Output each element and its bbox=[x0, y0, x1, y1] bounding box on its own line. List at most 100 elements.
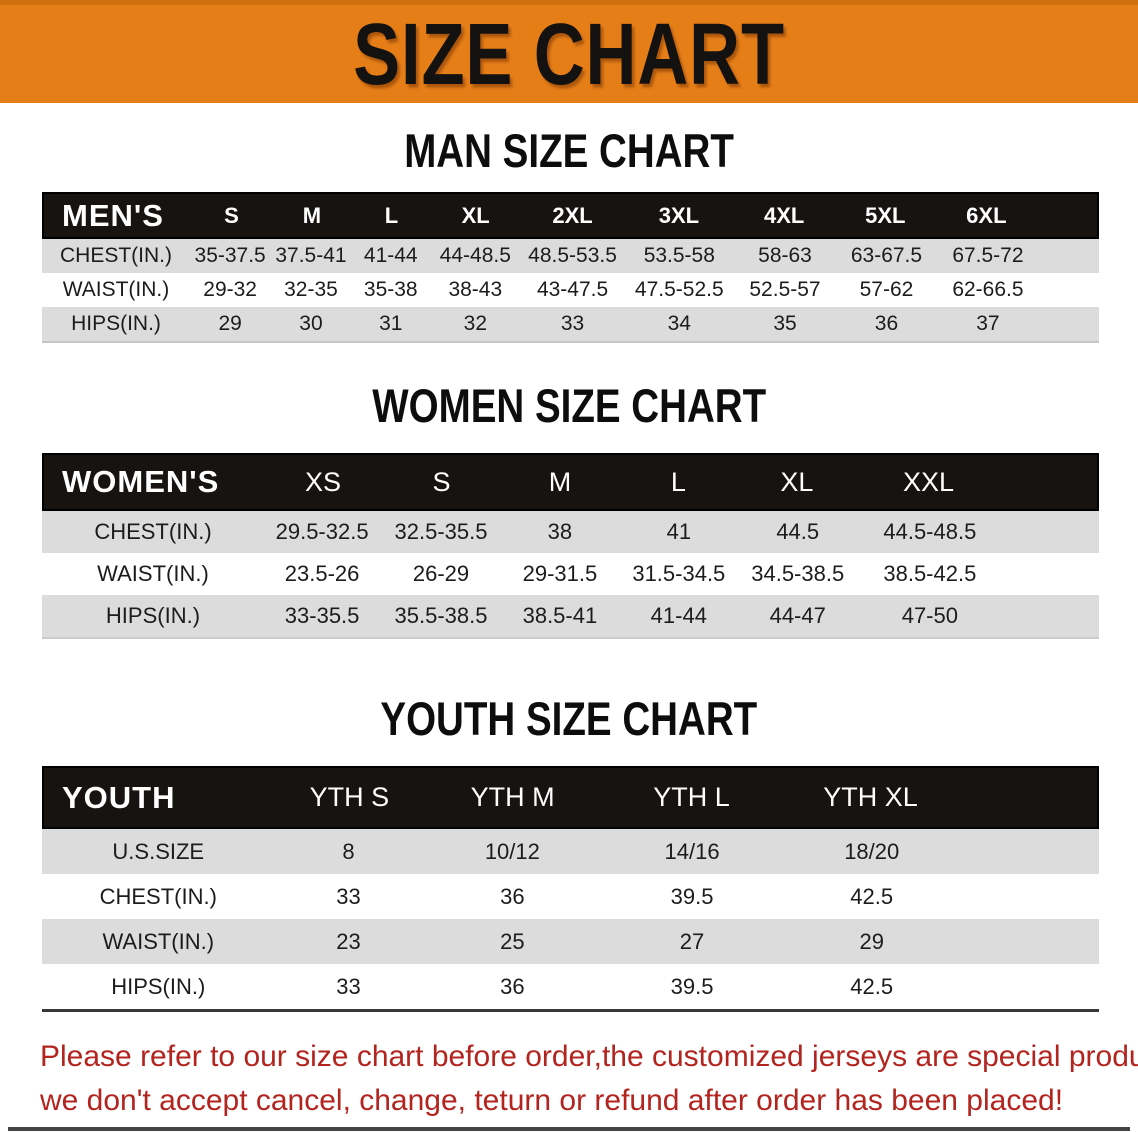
mens-size-col-3xl: 3XL bbox=[658, 202, 700, 228]
mens-size-table: MEN'S S M L XL 2XL 3XL 4XL 5XL 6XL CHEST(IN.) 35-37… bbox=[42, 192, 1099, 343]
cell-value: 44-47 bbox=[769, 603, 826, 628]
mens-row-chest-in.-: CHEST(IN.) 35-37.5 37.5-41 41-44 44-48.5 48.5… bbox=[42, 239, 1099, 273]
cell-value: 39.5 bbox=[670, 973, 714, 999]
cell-value: 38.5-41 bbox=[522, 603, 598, 628]
youth-size-table: YOUTH YTH S YTH M YTH L YTH XL U.S.SIZE 8 10/12… bbox=[42, 766, 1099, 1012]
disclaimer-line-1: Please refer to our size chart before or… bbox=[40, 1040, 1138, 1073]
youth-header-row: YOUTH YTH S YTH M YTH L YTH XL bbox=[42, 766, 1099, 829]
cell-value: 25 bbox=[500, 928, 525, 954]
cell-value: 63-67.5 bbox=[850, 244, 923, 267]
cell-value: 36 bbox=[500, 883, 525, 909]
cell-value: 53.5-58 bbox=[643, 244, 715, 267]
cell-value: 23 bbox=[336, 928, 361, 954]
cell-value: 31 bbox=[379, 312, 403, 335]
womens-header-row: WOMEN'S XS S M L XL XXL bbox=[42, 453, 1099, 511]
cell-value: 35.5-38.5 bbox=[394, 603, 488, 628]
cell-value: 58-63 bbox=[758, 244, 812, 267]
cell-value: 38.5-42.5 bbox=[883, 561, 977, 586]
cell-value: 32-35 bbox=[284, 278, 338, 301]
cell-value: 10/12 bbox=[484, 838, 540, 864]
cell-value: 33 bbox=[336, 883, 361, 909]
cell-value: 41-44 bbox=[363, 244, 418, 267]
cell-value: 36 bbox=[500, 973, 525, 999]
cell-value: 36 bbox=[874, 312, 899, 335]
row-label: WAIST(IN.) bbox=[62, 278, 170, 301]
womens-row-waist-in.-: WAIST(IN.) 23.5-26 26-29 29-31.5 31.5-34.5 34… bbox=[42, 553, 1099, 595]
cell-value: 43-47.5 bbox=[536, 278, 609, 301]
row-label: HIPS(IN.) bbox=[111, 973, 206, 999]
cell-value: 35-38 bbox=[363, 278, 418, 301]
mens-size-col-l: L bbox=[384, 202, 399, 228]
youth-size-col-yth-xl: YTH XL bbox=[823, 782, 918, 812]
mens-size-col-5xl: 5XL bbox=[865, 202, 906, 228]
womens-row-hips-in.-: HIPS(IN.) 33-35.5 35.5-38.5 38.5-41 41-44 44-… bbox=[42, 595, 1099, 637]
row-label: HIPS(IN.) bbox=[105, 603, 201, 628]
youth-size-col-yth-l: YTH L bbox=[653, 782, 730, 812]
cell-value: 37.5-41 bbox=[275, 244, 347, 267]
cell-value: 18/20 bbox=[844, 838, 900, 864]
mens-size-col-m: M bbox=[302, 202, 322, 228]
womens-size-col-l: L bbox=[670, 466, 686, 497]
cell-value: 33 bbox=[336, 973, 361, 999]
mens-size-col-6xl: 6XL bbox=[966, 202, 1007, 228]
cell-value: 29-31.5 bbox=[522, 561, 598, 586]
cell-value: 44.5-48.5 bbox=[883, 519, 977, 544]
cell-value: 31.5-34.5 bbox=[632, 561, 726, 586]
womens-size-col-xs: XS bbox=[305, 466, 342, 497]
women-size-chart-heading: WOMEN SIZE CHART bbox=[372, 379, 766, 432]
row-label: WAIST(IN.) bbox=[102, 928, 215, 954]
cell-value: 35 bbox=[773, 312, 797, 335]
cell-value: 47-50 bbox=[901, 603, 958, 628]
cell-value: 33-35.5 bbox=[284, 603, 360, 628]
man-size-chart-heading: MAN SIZE CHART bbox=[404, 124, 734, 177]
cell-value: 32 bbox=[463, 312, 487, 335]
cell-value: 33 bbox=[560, 312, 585, 335]
bottom-divider bbox=[8, 1127, 1130, 1131]
row-label: CHEST(IN.) bbox=[99, 883, 217, 909]
cell-value: 27 bbox=[679, 928, 705, 954]
cell-value: 42.5 bbox=[850, 973, 894, 999]
mens-size-col-2xl: 2XL bbox=[552, 202, 593, 228]
row-label: WAIST(IN.) bbox=[97, 561, 209, 586]
youth-row-waist-in.-: WAIST(IN.) 23 25 27 29 bbox=[42, 919, 1099, 964]
cell-value: 42.5 bbox=[850, 883, 894, 909]
womens-size-col-m: M bbox=[548, 466, 572, 497]
cell-value: 57-62 bbox=[859, 278, 914, 301]
cell-value: 34 bbox=[667, 312, 691, 335]
youth-size-col-yth-m: YTH M bbox=[470, 782, 555, 812]
mens-header-row: MEN'S S M L XL 2XL 3XL 4XL 5XL 6XL bbox=[42, 192, 1099, 239]
cell-value: 29-32 bbox=[203, 278, 257, 301]
row-label: HIPS(IN.) bbox=[71, 312, 161, 335]
cell-value: 34.5-38.5 bbox=[751, 561, 845, 586]
cell-value: 38-43 bbox=[448, 278, 503, 301]
mens-row-hips-in.-: HIPS(IN.) 29 30 31 32 33 34 35 36 37 bbox=[42, 307, 1099, 341]
youth-size-col-yth-s: YTH S bbox=[309, 782, 390, 812]
youth-row-chest-in.-: CHEST(IN.) 33 36 39.5 42.5 bbox=[42, 874, 1099, 919]
cell-value: 52.5-57 bbox=[749, 278, 821, 301]
cell-value: 8 bbox=[342, 838, 355, 864]
womens-size-col-xl: XL bbox=[780, 466, 814, 497]
row-label: CHEST(IN.) bbox=[59, 244, 172, 267]
banner-title: SIZE CHART bbox=[353, 5, 785, 103]
cell-value: 44-48.5 bbox=[439, 244, 511, 267]
cell-value: 47.5-52.5 bbox=[634, 278, 724, 301]
cell-value: 35-37.5 bbox=[194, 244, 266, 267]
cell-value: 26-29 bbox=[412, 561, 470, 586]
mens-row-waist-in.-: WAIST(IN.) 29-32 32-35 35-38 38-43 43-47.5 47.… bbox=[42, 273, 1099, 307]
mens-group-label: MEN'S bbox=[62, 197, 164, 233]
womens-size-table: WOMEN'S XS S M L XL XXL CHEST(IN.) 29.5-32.5 32.5… bbox=[42, 453, 1099, 639]
youth-row-hips-in.-: HIPS(IN.) 33 36 39.5 42.5 bbox=[42, 964, 1099, 1009]
cell-value: 44.5 bbox=[776, 519, 820, 544]
womens-group-label: WOMEN'S bbox=[62, 464, 220, 499]
youth-size-chart-heading: YOUTH SIZE CHART bbox=[380, 692, 758, 745]
cell-value: 41 bbox=[666, 519, 692, 544]
row-label: CHEST(IN.) bbox=[94, 519, 212, 544]
mens-size-section: MAN SIZE CHART MEN'S S M L XL 2XL 3XL 4XL 5XL 6XL… bbox=[0, 126, 1138, 343]
youth-group-label: YOUTH bbox=[62, 779, 176, 815]
mens-size-col-xl: XL bbox=[461, 202, 490, 228]
cell-value: 30 bbox=[299, 312, 323, 335]
cell-value: 32.5-35.5 bbox=[394, 519, 488, 544]
womens-size-section: WOMEN SIZE CHART WOMEN'S XS S M L XL XXL CHEST(… bbox=[0, 381, 1138, 639]
cell-value: 38 bbox=[547, 519, 573, 544]
cell-value: 41-44 bbox=[650, 603, 707, 628]
